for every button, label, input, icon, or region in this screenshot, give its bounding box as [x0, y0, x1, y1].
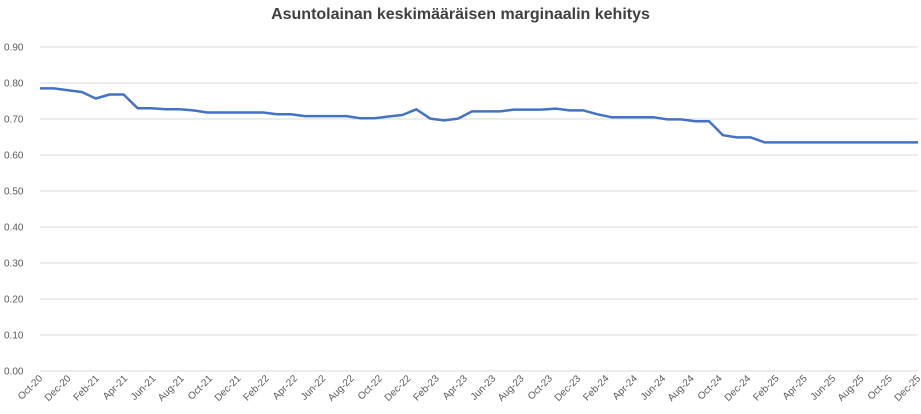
y-tick-label: 0.50 — [4, 187, 24, 198]
x-tick-label: Oct-21 — [186, 373, 215, 402]
x-tick-label: Dec-23 — [553, 373, 584, 404]
x-tick-label: Aug-23 — [496, 373, 527, 404]
x-tick-label: Dec-25 — [893, 373, 921, 404]
y-tick-label: 0.70 — [4, 115, 24, 126]
x-tick-label: Apr-21 — [101, 373, 130, 402]
x-tick-label: Oct-25 — [866, 373, 895, 402]
y-tick-label: 0.60 — [4, 151, 24, 162]
x-tick-label: Jun-25 — [809, 373, 839, 403]
x-tick-label: Feb-24 — [581, 373, 611, 403]
x-tick-label: Jun-22 — [299, 373, 329, 403]
x-tick-label: Aug-25 — [836, 373, 867, 404]
y-axis-ticks: 0.00 0.10 0.20 0.30 0.40 0.50 0.60 0.70 0.80 0.90 — [4, 43, 24, 378]
y-tick-label: 0.20 — [4, 295, 24, 306]
x-tick-label: Jun-24 — [639, 373, 669, 403]
x-tick-label: Apr-25 — [781, 373, 810, 402]
x-tick-label: Aug-21 — [156, 373, 187, 404]
series-line — [40, 87, 918, 144]
gridlines — [40, 46, 918, 372]
x-tick-label: Oct-24 — [696, 373, 725, 402]
y-tick-label: 0.10 — [4, 331, 24, 342]
x-tick-label: Dec-20 — [43, 373, 74, 404]
x-tick-label: Aug-24 — [666, 373, 697, 404]
x-tick-label: Oct-22 — [356, 373, 385, 402]
y-tick-label: 0.30 — [4, 259, 24, 270]
x-tick-label: Oct-23 — [526, 373, 555, 402]
x-tick-label: Dec-24 — [723, 373, 754, 404]
x-tick-label: Feb-23 — [411, 373, 441, 403]
x-tick-label: Aug-22 — [326, 373, 357, 404]
chart-title: Asuntolainan keskimääräisen marginaalin … — [271, 6, 650, 23]
y-tick-label: 0.90 — [4, 43, 24, 54]
x-tick-label: Jun-23 — [469, 373, 499, 403]
y-tick-label: 0.80 — [4, 79, 24, 90]
x-tick-label: Apr-24 — [611, 373, 640, 402]
x-tick-label: Apr-22 — [271, 373, 300, 402]
x-tick-label: Jun-21 — [129, 373, 159, 403]
x-tick-label: Feb-21 — [72, 373, 102, 403]
x-tick-label: Dec-22 — [383, 373, 414, 404]
series-group — [40, 87, 918, 144]
y-tick-label: 0.00 — [4, 367, 24, 378]
x-tick-label: Feb-25 — [751, 373, 781, 403]
y-tick-label: 0.40 — [4, 223, 24, 234]
x-tick-label: Feb-22 — [242, 373, 272, 403]
x-tick-label: Dec-21 — [213, 373, 244, 404]
x-tick-label: Apr-23 — [441, 373, 470, 402]
